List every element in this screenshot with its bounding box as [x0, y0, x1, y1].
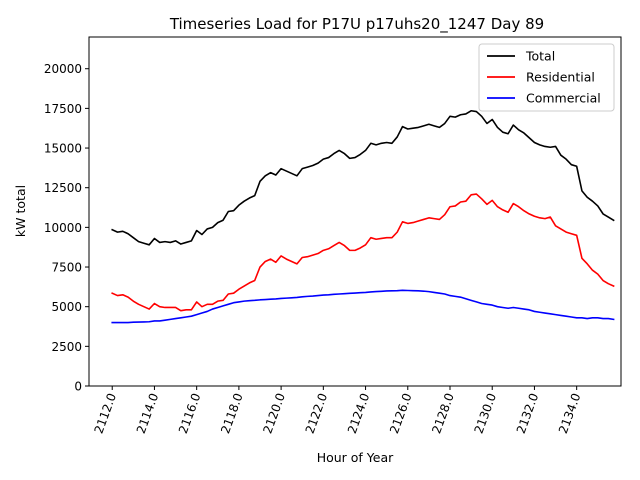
x-tick-label: 2118.0: [218, 391, 246, 435]
y-axis-label: kW total: [13, 185, 28, 237]
y-tick-label: 0: [74, 380, 82, 394]
legend-label-commercial: Commercial: [526, 91, 601, 106]
plot-area-frame: [88, 36, 622, 387]
series-line-commercial: [111, 289, 615, 324]
x-axis: 2112.0 2114.0 2116.0 2118.0 2120.0 2122.0 2124…: [92, 386, 584, 435]
y-tick-label: 5000: [51, 300, 82, 314]
series-line-total: [111, 109, 615, 246]
y-axis: 0 2500 5000 7500 10000 12500 15000 17500 20000: [44, 62, 89, 394]
legend-label-total: Total: [525, 49, 555, 64]
series-layer: [111, 109, 615, 324]
x-tick-label: 2130.0: [472, 391, 500, 435]
y-tick-label: 7500: [51, 261, 82, 275]
series-line-residential: [111, 193, 615, 312]
x-tick-label: 2132.0: [514, 391, 542, 435]
x-tick-label: 2126.0: [387, 391, 415, 435]
x-tick-label: 2134.0: [556, 391, 584, 435]
x-tick-label: 2122.0: [303, 391, 331, 435]
x-tick-label: 2112.0: [92, 391, 120, 435]
legend: Total Residential Commercial: [478, 43, 615, 112]
x-tick-label: 2124.0: [345, 391, 373, 435]
y-tick-label: 12500: [44, 181, 82, 195]
x-tick-label: 2120.0: [260, 391, 288, 435]
x-tick-label: 2114.0: [134, 391, 162, 435]
chart-title: Timeseries Load for P17U p17uhs20_1247 D…: [169, 15, 544, 34]
y-tick-label: 10000: [44, 221, 82, 235]
x-tick-label: 2128.0: [429, 391, 457, 435]
y-tick-label: 2500: [51, 340, 82, 354]
legend-label-residential: Residential: [526, 70, 595, 85]
x-axis-label: Hour of Year: [317, 450, 394, 465]
y-tick-label: 15000: [44, 142, 82, 156]
x-tick-label: 2116.0: [176, 391, 204, 435]
y-tick-label: 17500: [44, 102, 82, 116]
legend-box: [478, 43, 615, 112]
y-tick-label: 20000: [44, 62, 82, 76]
